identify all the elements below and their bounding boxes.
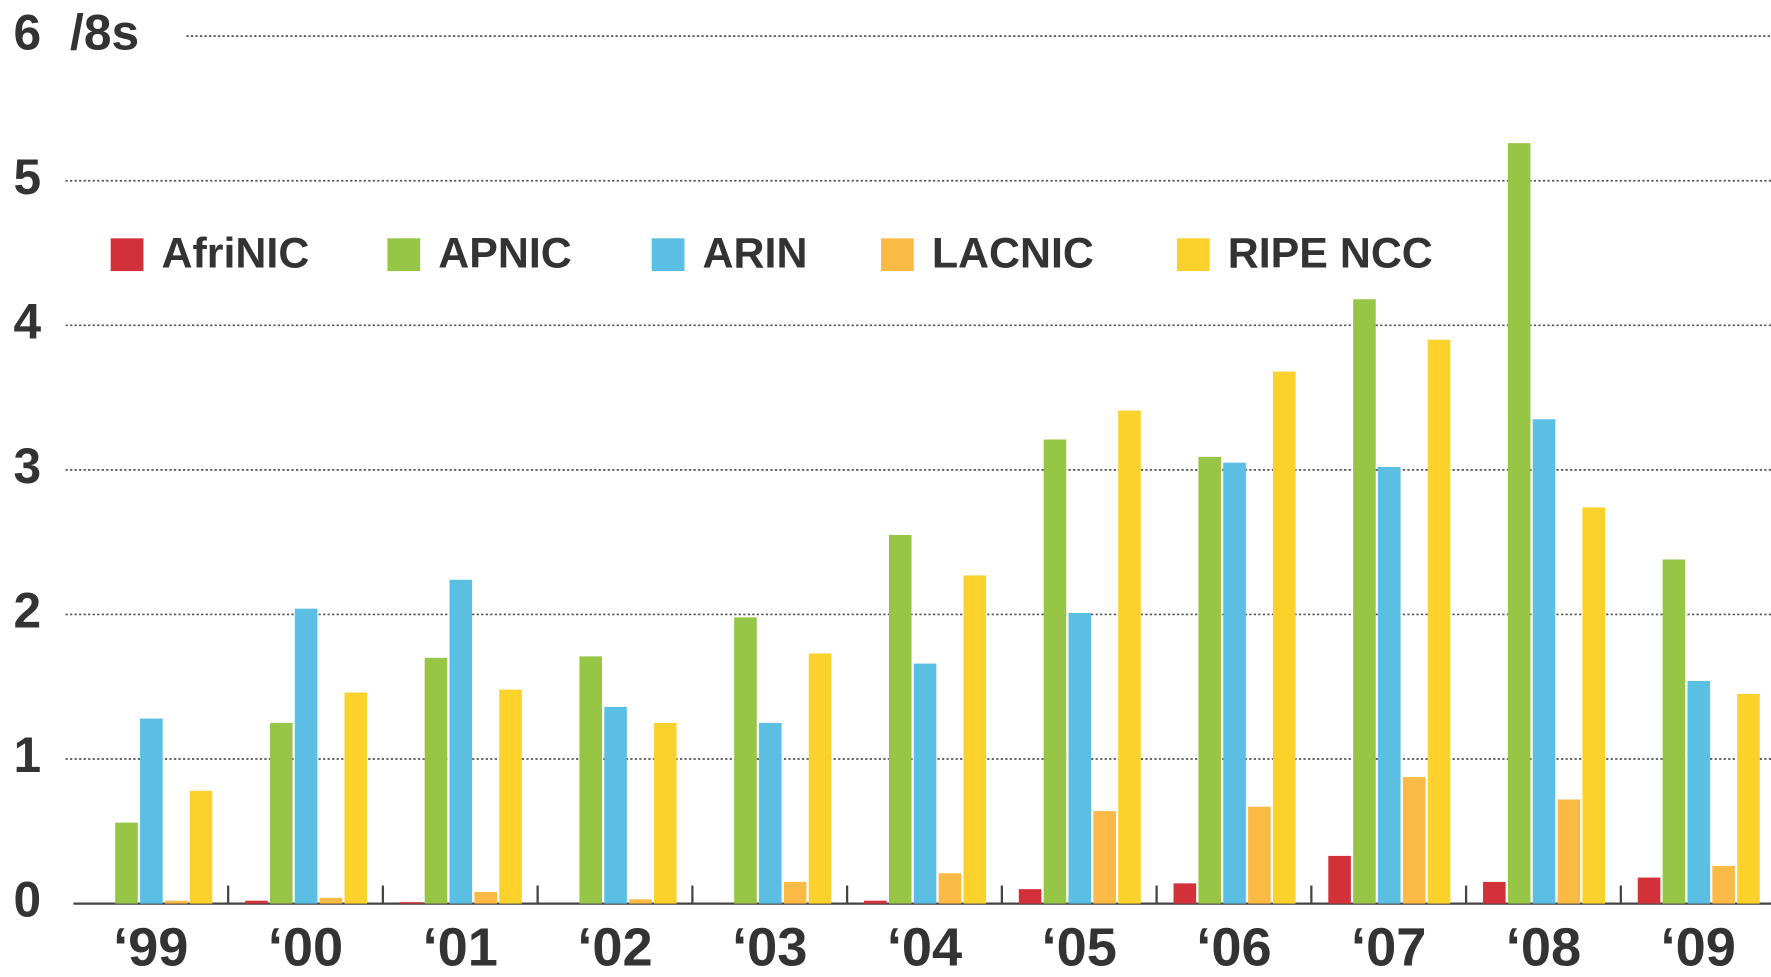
bar [1328, 855, 1351, 904]
bar [963, 575, 987, 904]
y-tick-label: 4 [14, 293, 42, 349]
bar [189, 790, 213, 904]
bar [1248, 806, 1271, 904]
bar [1662, 559, 1686, 904]
bar [913, 663, 937, 904]
bar [888, 534, 912, 904]
bar [344, 692, 368, 904]
x-tick-label: ‘08 [1506, 917, 1581, 977]
y-tick-label: 2 [14, 583, 42, 639]
x-tick-label: ‘09 [1661, 917, 1736, 977]
x-tick-label: ‘02 [577, 917, 652, 977]
bar [499, 689, 522, 904]
x-tick-label: ‘99 [113, 917, 188, 977]
bar [319, 897, 343, 904]
x-tick-label: ‘04 [887, 917, 962, 977]
y-axis-label: /8s [70, 4, 139, 60]
x-tick-label: ‘01 [423, 917, 498, 977]
bar [1687, 680, 1711, 904]
legend-label: ARIN [703, 230, 808, 278]
bar [1427, 339, 1451, 904]
bar [1712, 866, 1735, 904]
bar [1223, 462, 1246, 904]
bar [604, 706, 627, 904]
x-tick-label: ‘00 [268, 917, 343, 977]
bar [1118, 410, 1141, 904]
legend-swatch [651, 238, 685, 272]
bar [1043, 439, 1067, 904]
bar [269, 722, 293, 904]
bar [474, 892, 497, 904]
bar [245, 900, 268, 904]
bar [1737, 693, 1760, 904]
bar [449, 579, 473, 904]
bar [1557, 799, 1581, 904]
bar [653, 722, 677, 904]
bar [808, 653, 832, 904]
bar [1402, 777, 1426, 904]
bar [399, 902, 423, 904]
bar [759, 722, 782, 904]
bar [115, 822, 138, 904]
bar [1068, 613, 1092, 904]
bar [629, 899, 652, 904]
bar [424, 657, 448, 904]
x-tick-label: ‘05 [1042, 917, 1117, 977]
bar [734, 617, 757, 904]
x-tick-label: ‘03 [732, 917, 807, 977]
bar [164, 900, 188, 904]
bar [783, 881, 807, 904]
legend-label: APNIC [438, 230, 571, 278]
legend-label: AfriNIC [162, 230, 310, 278]
bar [1173, 883, 1197, 904]
legend-label: LACNIC [932, 230, 1094, 278]
y-tick-label: 1 [14, 727, 42, 783]
bar [1532, 419, 1556, 904]
bar [864, 900, 887, 904]
legend-swatch [110, 238, 144, 272]
legend-swatch [1176, 238, 1210, 272]
bar [938, 873, 962, 904]
y-tick-label: 5 [14, 149, 42, 205]
x-tick-label: ‘06 [1196, 917, 1271, 977]
bar [1637, 877, 1661, 904]
bar [1353, 299, 1376, 904]
plot: /8s 0 1 2 3 4 5 6 ‘99 ‘00 ‘01 ‘02 ‘03 ‘04 ‘05 ‘06 ‘07 ‘0… [14, 4, 1771, 977]
y-tick-label: 3 [14, 438, 42, 494]
bar [1093, 811, 1116, 904]
y-tick-label: 6 [14, 4, 42, 60]
bar [1272, 371, 1296, 904]
legend-label: RIPE NCC [1228, 230, 1433, 278]
x-tick-label: ‘07 [1351, 917, 1426, 977]
bar [1377, 466, 1401, 904]
bar [1582, 507, 1606, 904]
bar [140, 718, 163, 904]
bar [579, 656, 603, 904]
bar [1507, 143, 1531, 904]
bar [294, 608, 318, 904]
bar [1018, 889, 1042, 904]
bar [1483, 881, 1506, 904]
legend-swatch [881, 238, 914, 272]
legend-swatch [387, 238, 421, 272]
y-tick-label: 0 [14, 872, 42, 928]
bar [1198, 456, 1221, 904]
